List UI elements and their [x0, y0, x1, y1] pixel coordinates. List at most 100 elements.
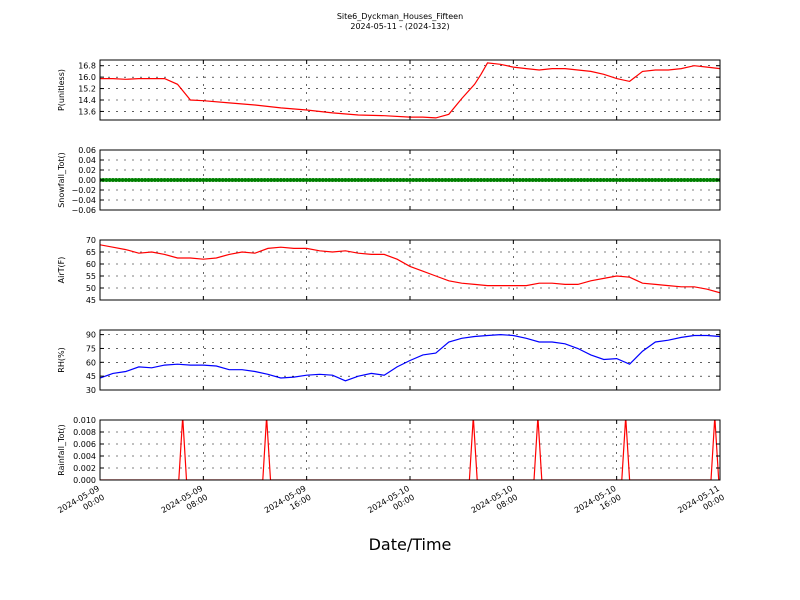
data-point — [569, 178, 574, 182]
data-point — [692, 178, 697, 182]
data-point — [185, 178, 190, 182]
data-point — [236, 178, 241, 182]
data-point — [330, 178, 335, 182]
y-tick-label: 0.02 — [78, 166, 96, 175]
data-point — [333, 178, 338, 182]
data-point — [243, 178, 248, 182]
data-point — [349, 178, 354, 182]
data-point — [165, 178, 170, 182]
data-point — [401, 178, 406, 182]
data-point — [453, 178, 458, 182]
data-point — [540, 178, 545, 182]
data-point — [679, 178, 684, 182]
data-point — [110, 178, 115, 182]
data-point — [269, 178, 274, 182]
data-point — [291, 178, 296, 182]
data-point — [708, 178, 713, 182]
data-point — [614, 178, 619, 182]
data-point — [207, 178, 212, 182]
data-point — [262, 178, 267, 182]
data-point — [294, 178, 299, 182]
y-tick-label: 0.004 — [73, 452, 96, 461]
y-tick-label: −0.02 — [71, 186, 96, 195]
data-point — [456, 178, 461, 182]
data-point — [604, 178, 609, 182]
data-point — [278, 178, 283, 182]
data-point — [462, 178, 467, 182]
data-point — [446, 178, 451, 182]
data-point — [275, 178, 280, 182]
y-tick-label: 0.000 — [73, 476, 96, 485]
data-point — [220, 178, 225, 182]
data-point — [521, 178, 526, 182]
data-point — [285, 178, 290, 182]
series-group — [100, 178, 720, 182]
data-point — [359, 178, 364, 182]
data-point — [585, 178, 590, 182]
y-tick-label: 30 — [86, 386, 96, 395]
y-tick-label: 0.008 — [73, 428, 96, 437]
data-point — [204, 178, 209, 182]
data-point — [592, 178, 597, 182]
data-point — [301, 178, 306, 182]
data-point — [130, 178, 135, 182]
data-point — [327, 178, 332, 182]
series-group — [100, 333, 720, 382]
data-point — [553, 178, 558, 182]
data-point — [356, 178, 361, 182]
y-tick-label: 75 — [86, 344, 96, 353]
series-line — [100, 333, 720, 382]
data-point — [595, 178, 600, 182]
data-point — [517, 178, 522, 182]
y-tick-label: −0.04 — [71, 196, 96, 205]
data-point — [469, 178, 474, 182]
data-point — [443, 178, 448, 182]
data-point — [634, 178, 639, 182]
data-point — [582, 178, 587, 182]
data-point — [475, 178, 480, 182]
y-tick-label: 60 — [86, 358, 96, 367]
data-point — [246, 178, 251, 182]
data-point — [440, 178, 445, 182]
y-tick-label: 60 — [86, 260, 96, 269]
panel-4: 30 45 60 75 90 RH(%) — [57, 329, 721, 395]
data-point — [459, 178, 464, 182]
data-point — [307, 178, 312, 182]
data-point — [472, 178, 477, 182]
data-point — [659, 178, 664, 182]
series-line — [100, 62, 720, 119]
data-point — [417, 178, 422, 182]
data-point — [107, 178, 112, 182]
data-point — [288, 178, 293, 182]
data-point — [563, 178, 567, 182]
data-point — [482, 178, 487, 182]
data-point — [127, 178, 132, 182]
data-point — [175, 178, 180, 182]
y-tick-label: 0.00 — [78, 176, 96, 185]
data-point — [117, 178, 122, 182]
data-point — [169, 178, 174, 182]
y-axis-label: Rainfall_Tot() — [57, 424, 66, 476]
data-point — [685, 178, 690, 182]
data-point — [433, 178, 438, 182]
y-tick-label: 0.010 — [73, 416, 96, 425]
data-point — [217, 178, 222, 182]
series-line — [100, 244, 720, 294]
data-point — [498, 178, 503, 182]
data-point — [530, 178, 535, 182]
data-point — [104, 178, 109, 182]
y-tick-label: 15.2 — [78, 85, 96, 94]
data-point — [669, 178, 674, 182]
data-point — [650, 178, 655, 182]
data-point — [624, 178, 629, 182]
series-group — [100, 62, 720, 119]
y-axis-label: RH(%) — [57, 347, 66, 372]
data-point — [491, 178, 496, 182]
data-point — [611, 178, 616, 182]
data-point — [159, 178, 164, 182]
data-point — [688, 178, 693, 182]
data-point — [149, 178, 154, 182]
y-tick-label: −0.06 — [71, 206, 96, 215]
data-point — [191, 178, 196, 182]
